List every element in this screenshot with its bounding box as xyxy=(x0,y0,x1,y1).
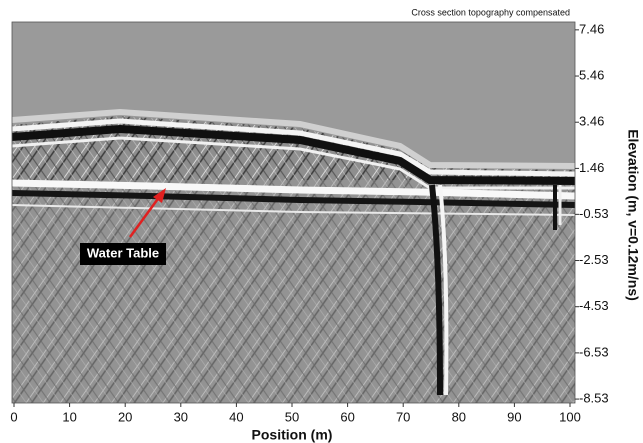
y-tick-label: 7.46 xyxy=(579,21,604,36)
x-axis-label: Position (m) xyxy=(252,427,333,443)
annotation-box xyxy=(80,243,166,265)
annotation-label: Water Table xyxy=(87,245,159,260)
x-tick-label: 20 xyxy=(118,409,132,424)
x-tick-label: 60 xyxy=(340,409,354,424)
x-tick-label: 100 xyxy=(559,409,581,424)
y-tick-label: 3.46 xyxy=(579,114,604,129)
plot-frame xyxy=(11,21,576,404)
radargram-image xyxy=(12,22,575,403)
y-tick-label: 1.46 xyxy=(579,160,604,175)
y-tick-label: -2.53 xyxy=(579,252,609,267)
y-tick-label: -6.53 xyxy=(579,344,609,359)
chart-title: Cross section topography compensated xyxy=(411,7,570,17)
y-tick-label: -0.53 xyxy=(579,206,609,221)
x-tick-label: 90 xyxy=(507,409,521,424)
x-tick-label: 0 xyxy=(10,409,17,424)
x-tick-label: 50 xyxy=(285,409,299,424)
x-tick-label: 40 xyxy=(229,409,243,424)
annotation-arrow xyxy=(128,195,162,238)
x-tick-label: 30 xyxy=(174,409,188,424)
x-tick-label: 80 xyxy=(452,409,466,424)
y-tick-label: -4.53 xyxy=(579,298,609,313)
y-tick-label: -8.53 xyxy=(579,391,609,406)
y-tick-label: 5.46 xyxy=(579,67,604,82)
y-axis-label: Elevation (m, v=0.12m/ns) xyxy=(625,129,641,301)
x-tick-label: 70 xyxy=(396,409,410,424)
annotation-arrowhead xyxy=(153,188,166,203)
x-tick-label: 10 xyxy=(62,409,76,424)
